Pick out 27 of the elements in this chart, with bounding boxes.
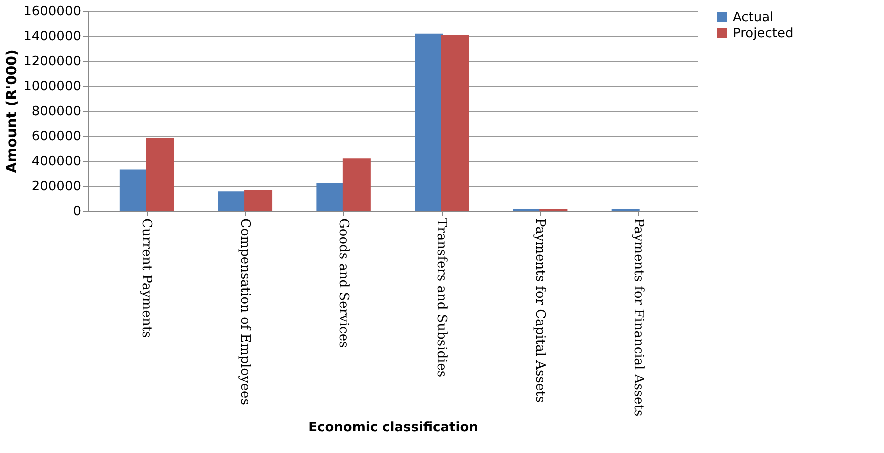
x-tick-label: Transfers and Subsidies bbox=[434, 218, 450, 378]
bar bbox=[415, 34, 444, 211]
y-tick-label: 0 bbox=[73, 204, 82, 220]
x-tick-label: Payments for Financial Assets bbox=[630, 218, 646, 417]
y-axis-title: Amount (R'000) bbox=[4, 50, 21, 174]
x-tick-label: Current Payments bbox=[139, 218, 154, 338]
legend-label: Projected bbox=[733, 26, 794, 42]
bar bbox=[342, 158, 371, 211]
y-tick-label: 200000 bbox=[32, 180, 82, 194]
y-tick-label: 600000 bbox=[32, 130, 82, 144]
bar bbox=[244, 190, 273, 211]
y-tick-label: 1200000 bbox=[24, 54, 82, 70]
x-tick-label: Compensation of Employees bbox=[237, 218, 252, 406]
y-tick-label: 1600000 bbox=[24, 4, 82, 20]
bar bbox=[120, 170, 148, 211]
y-tick-label: 800000 bbox=[32, 104, 82, 120]
bar bbox=[218, 192, 246, 211]
x-tick-label: Goods and Services bbox=[336, 218, 351, 348]
bar bbox=[316, 183, 345, 211]
y-tick-label: 1400000 bbox=[24, 30, 82, 44]
y-tick-label: 1000000 bbox=[24, 80, 82, 94]
bar bbox=[441, 35, 470, 211]
x-axis-title: Economic classification bbox=[308, 420, 478, 436]
bar bbox=[146, 138, 174, 211]
y-tick-label: 400000 bbox=[32, 154, 82, 170]
legend-label: Actual bbox=[733, 10, 774, 26]
x-tick-label: Payments for Capital Assets bbox=[532, 218, 548, 403]
